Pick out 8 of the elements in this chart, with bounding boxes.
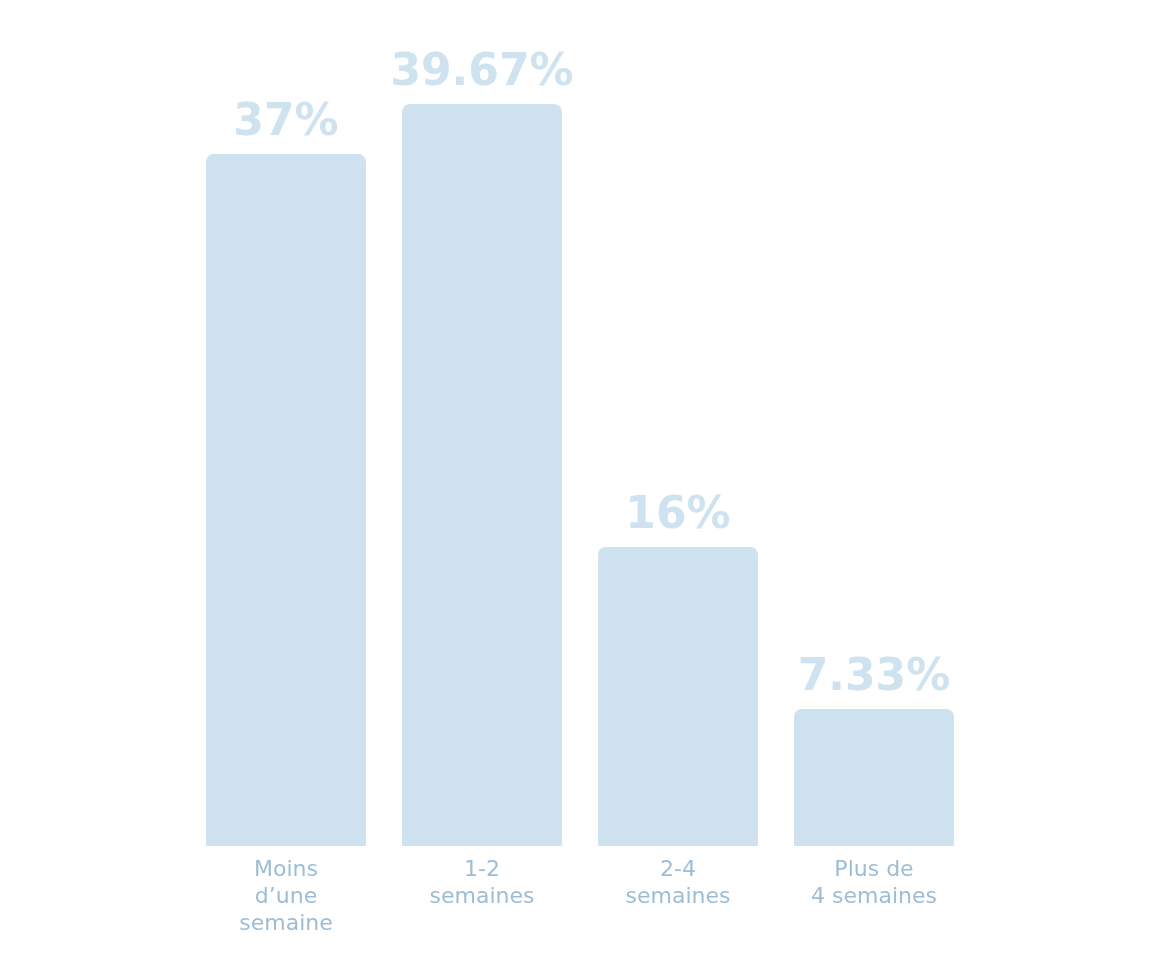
x-tick-label: Moins d’une semaine	[239, 855, 333, 935]
x-tick-label: 2-4 semaines	[625, 855, 731, 908]
x-tick-label: Plus de 4 semaines	[811, 855, 937, 908]
x-tick-label: 1-2 semaines	[429, 855, 535, 908]
bar	[794, 708, 954, 846]
bar	[402, 104, 562, 846]
bar	[206, 153, 366, 846]
bar	[598, 546, 758, 846]
